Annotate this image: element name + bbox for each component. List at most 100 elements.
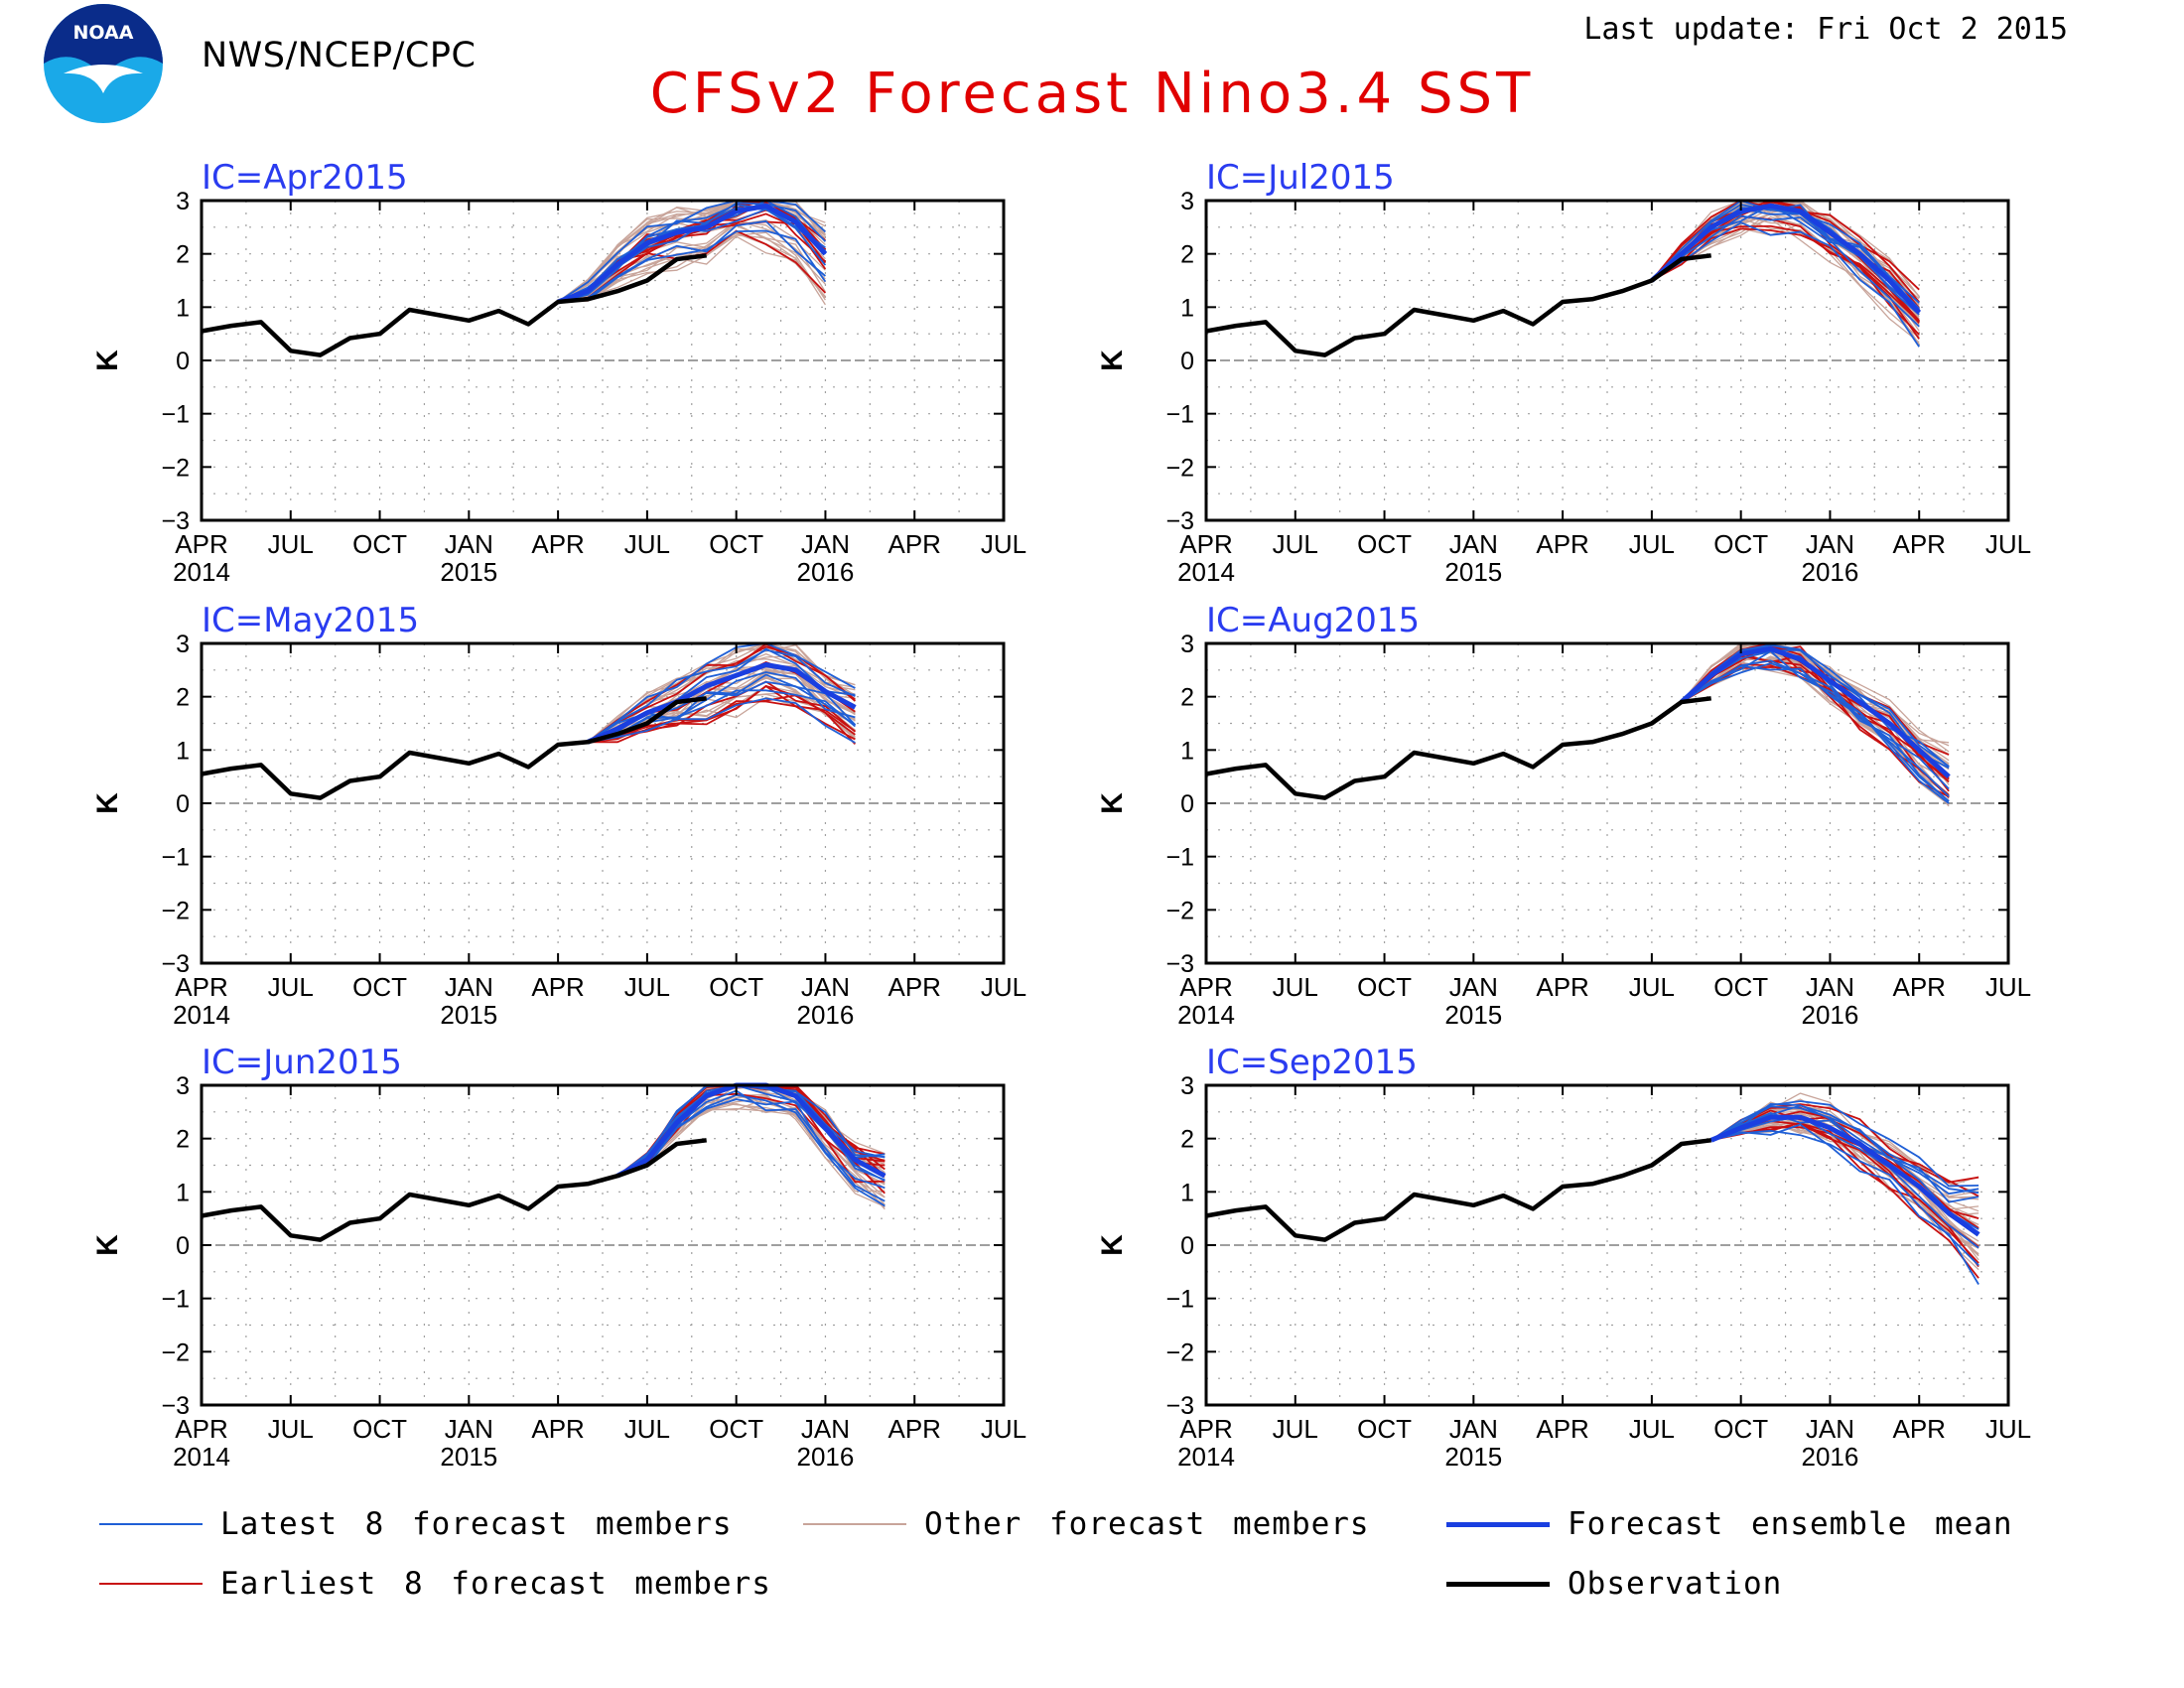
- x-tick-label: JUL: [624, 1414, 670, 1444]
- observation-line: [1205, 253, 1711, 357]
- y-tick-label: 2: [1180, 684, 1194, 712]
- latest-member-line: [1681, 662, 1950, 802]
- y-tick-label: 1: [1180, 737, 1194, 765]
- x-tick-label: OCT: [709, 1414, 763, 1444]
- panel-title: IC=Aug2015: [1206, 601, 1420, 640]
- x-tick-label: JUL: [1273, 1414, 1318, 1444]
- x-tick-label: JUL: [981, 972, 1026, 1002]
- x-tick-label: JAN: [801, 529, 850, 559]
- panel-title: IC=Jun2015: [202, 1043, 402, 1082]
- latest-member-line: [587, 642, 856, 744]
- earliest-member-line: [1710, 1122, 1979, 1268]
- y-tick-label: 2: [1180, 241, 1194, 269]
- chart-title: CFSv2 Forecast Nino3.4 SST: [649, 62, 1535, 126]
- y-tick-label: 1: [1180, 294, 1194, 322]
- ensemble-mean-line: [557, 203, 828, 305]
- x-tick-label: OCT: [1357, 529, 1412, 559]
- y-tick-label: 1: [176, 294, 190, 322]
- x-tick-label: OCT: [1713, 972, 1768, 1002]
- y-tick-label: 1: [176, 1179, 190, 1206]
- x-tick-label: APR: [1892, 972, 1945, 1002]
- x-tick-label: APR: [531, 1414, 584, 1444]
- x-tick-label: APR: [1179, 1414, 1232, 1444]
- observation-line: [201, 696, 707, 800]
- x-year-label: 2014: [173, 1000, 230, 1030]
- y-tick-label: 3: [176, 188, 190, 215]
- x-tick-label: JUL: [624, 529, 670, 559]
- y-axis-label: K: [1096, 1234, 1129, 1256]
- y-tick-label: −3: [161, 950, 190, 978]
- x-tick-label: JAN: [445, 529, 493, 559]
- y-tick-label: −3: [1165, 1392, 1194, 1420]
- y-tick-label: −1: [1165, 1286, 1194, 1314]
- x-tick-label: JUL: [1985, 972, 2031, 1002]
- y-tick-label: 1: [1180, 1179, 1194, 1206]
- y-tick-label: 3: [176, 1072, 190, 1100]
- y-tick-label: 0: [176, 1232, 190, 1260]
- other-member-line: [587, 666, 856, 743]
- y-axis-label: K: [91, 792, 124, 814]
- latest-member-line: [1710, 1111, 1979, 1230]
- x-tick-label: JAN: [1449, 1414, 1498, 1444]
- x-tick-label: OCT: [1713, 1414, 1768, 1444]
- other-member-line: [587, 668, 856, 743]
- x-tick-label: APR: [1179, 529, 1232, 559]
- x-year-label: 2014: [173, 1442, 230, 1472]
- x-tick-label: OCT: [709, 972, 763, 1002]
- x-tick-label: OCT: [1713, 529, 1768, 559]
- panel-title: IC=Sep2015: [1206, 1043, 1418, 1082]
- x-year-label: 2015: [440, 557, 497, 587]
- y-tick-label: 0: [176, 348, 190, 375]
- x-tick-label: APR: [1892, 1414, 1945, 1444]
- x-tick-label: APR: [175, 529, 227, 559]
- other-member-line: [558, 235, 826, 303]
- latest-member-line: [1651, 214, 1920, 328]
- y-tick-label: 0: [1180, 1232, 1194, 1260]
- x-tick-label: APR: [531, 972, 584, 1002]
- x-tick-label: OCT: [1357, 1414, 1412, 1444]
- y-tick-label: −3: [1165, 950, 1194, 978]
- ensemble-mean-line: [586, 662, 857, 745]
- x-tick-label: JAN: [1806, 529, 1854, 559]
- logo-upper: [44, 4, 163, 75]
- y-tick-label: 2: [176, 241, 190, 269]
- latest-member-line: [587, 680, 856, 744]
- y-axis-label: K: [1096, 350, 1129, 371]
- earliest-member-line: [587, 645, 856, 744]
- x-tick-label: JAN: [445, 972, 493, 1002]
- x-year-label: 2016: [1802, 1000, 1859, 1030]
- y-tick-label: 2: [176, 684, 190, 712]
- last-update: Last update: Fri Oct 2 2015: [1583, 12, 2068, 47]
- y-tick-label: −1: [161, 1286, 190, 1314]
- observation-line: [1205, 1138, 1711, 1242]
- x-tick-label: APR: [887, 1414, 940, 1444]
- agency-name: NWS/NCEP/CPC: [202, 36, 477, 75]
- y-axis-label: K: [91, 1234, 124, 1256]
- x-tick-label: APR: [887, 529, 940, 559]
- x-tick-label: JUL: [268, 1414, 314, 1444]
- x-tick-label: JUL: [981, 1414, 1026, 1444]
- x-tick-label: JUL: [1273, 529, 1318, 559]
- ensemble-mean-line: [1680, 645, 1951, 779]
- latest-member-line: [557, 202, 827, 303]
- x-tick-label: APR: [1536, 1414, 1588, 1444]
- panel-title: IC=Jul2015: [1206, 158, 1395, 198]
- x-year-label: 2016: [797, 1000, 855, 1030]
- y-tick-label: −3: [161, 1392, 190, 1420]
- y-tick-label: −1: [161, 401, 190, 429]
- x-year-label: 2016: [1802, 557, 1859, 587]
- x-tick-label: JUL: [624, 972, 670, 1002]
- x-tick-label: JAN: [1449, 529, 1498, 559]
- latest-member-line: [1710, 1129, 1979, 1266]
- latest-member-line: [1710, 1123, 1979, 1285]
- other-member-line: [557, 200, 826, 303]
- x-tick-label: OCT: [709, 529, 763, 559]
- latest-member-line: [1710, 1100, 1979, 1188]
- x-tick-label: JUL: [1629, 529, 1675, 559]
- y-tick-label: −2: [161, 454, 190, 482]
- earliest-member-line: [587, 684, 856, 744]
- latest-member-line: [558, 229, 827, 303]
- x-year-label: 2015: [440, 1000, 497, 1030]
- latest-member-line: [557, 200, 827, 303]
- x-year-label: 2016: [1802, 1442, 1859, 1472]
